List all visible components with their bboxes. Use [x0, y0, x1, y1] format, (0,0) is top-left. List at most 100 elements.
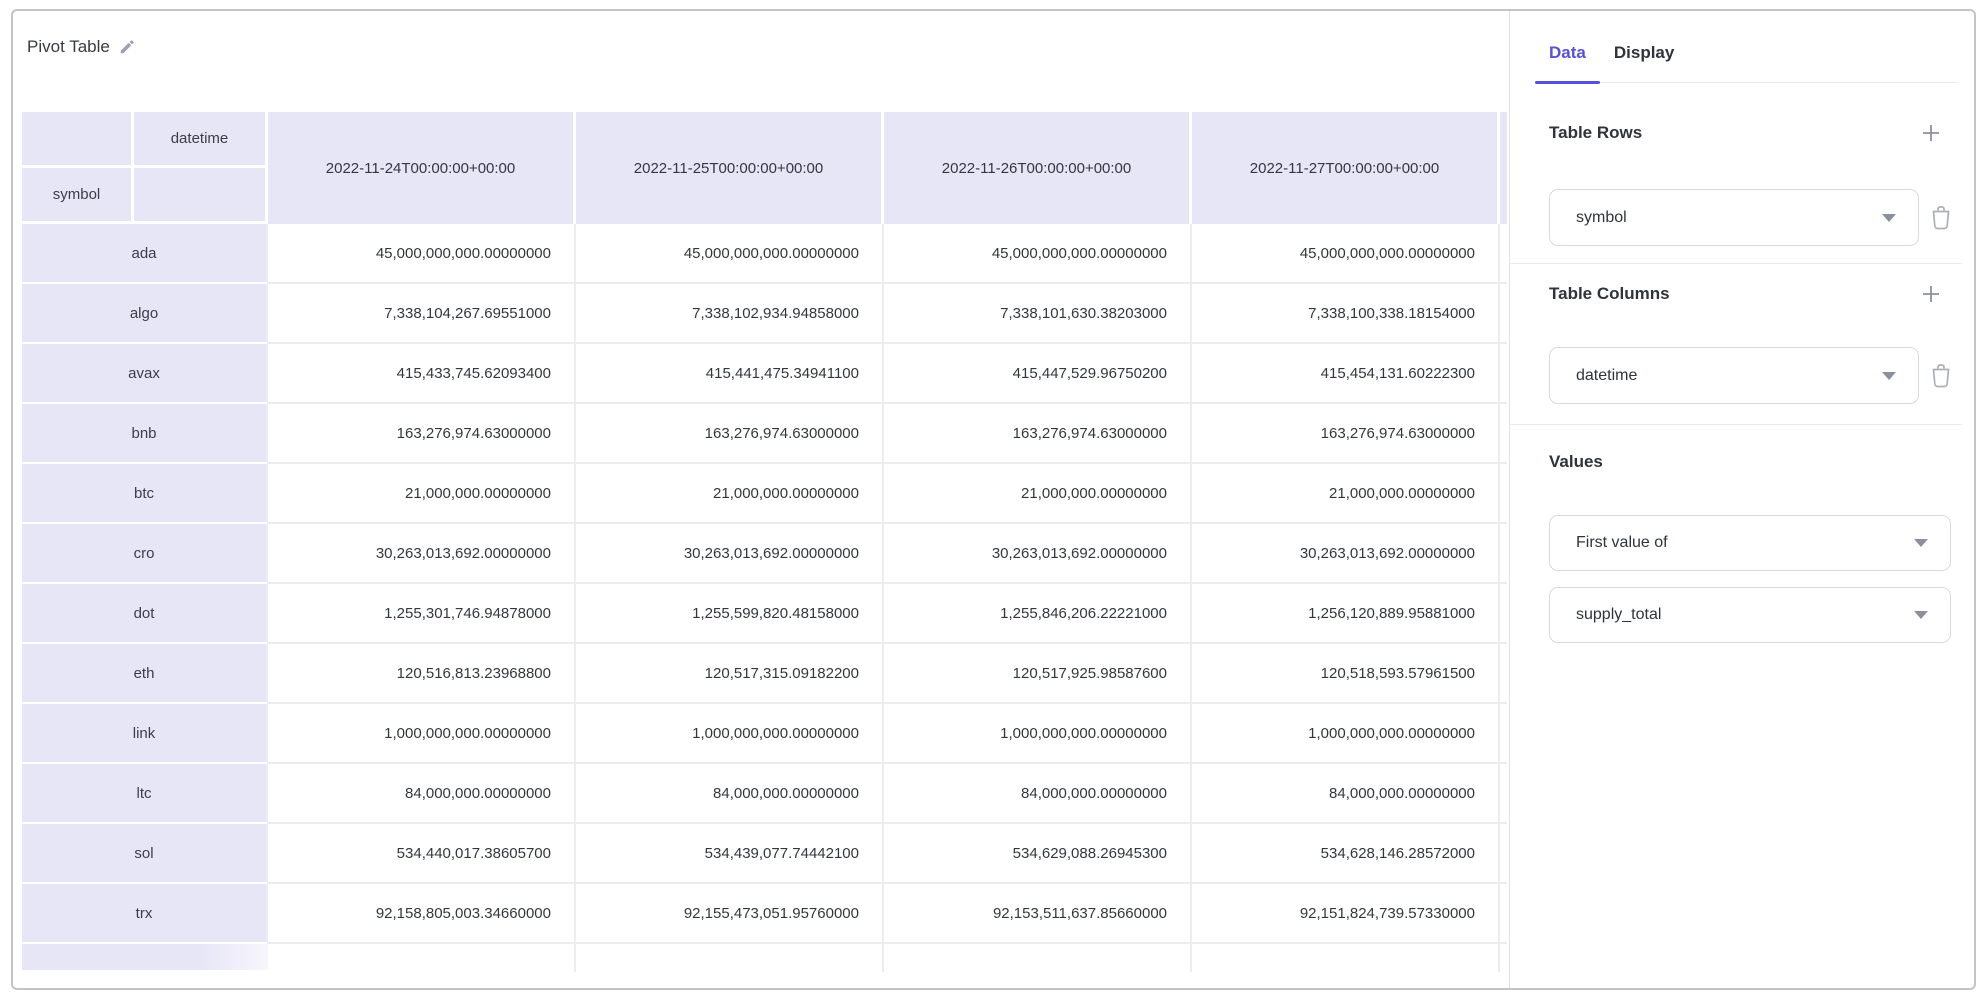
sidebar-tabs: Data Display	[1535, 23, 1958, 84]
card-title-row: Pivot Table	[27, 35, 135, 59]
chevron-down-icon	[1914, 539, 1928, 547]
pivot-cell[interactable]: 30,263,013,692.00000000	[268, 524, 576, 584]
pivot-col-header[interactable]: 2022-11-24T00:00:00+00:00	[268, 112, 576, 224]
pivot-cell[interactable]: 1,000,000,000.00000000	[268, 704, 576, 764]
pivot-cell[interactable]: 163,276,974.63000000	[576, 404, 884, 464]
pivot-row-label[interactable]: btc	[22, 464, 268, 524]
pivot-cell[interactable]: 30,263,013,692.00000000	[884, 524, 1192, 584]
pivot-cell-clipped	[884, 944, 1192, 972]
pivot-cell[interactable]: 21,000,000.00000000	[268, 464, 576, 524]
pivot-cell[interactable]: 163,276,974.63000000	[1192, 404, 1500, 464]
tab-data[interactable]: Data	[1535, 23, 1600, 84]
pivot-row-label[interactable]: sol	[22, 824, 268, 884]
pivot-cell[interactable]: 1,000,000,000.00000000	[884, 704, 1192, 764]
pivot-cell-clipped	[1500, 824, 1507, 884]
values-field-dropdown[interactable]: supply_total	[1549, 587, 1951, 643]
pivot-row-label[interactable]: link	[22, 704, 268, 764]
pivot-cell[interactable]: 1,000,000,000.00000000	[576, 704, 884, 764]
table-rows-field-label: symbol	[1576, 208, 1627, 226]
pivot-cell[interactable]: 163,276,974.63000000	[268, 404, 576, 464]
pivot-cell[interactable]: 45,000,000,000.00000000	[576, 224, 884, 284]
pivot-row-label[interactable]: algo	[22, 284, 268, 344]
chevron-down-icon	[1914, 611, 1928, 619]
pivot-cell[interactable]: 21,000,000.00000000	[576, 464, 884, 524]
pivot-row-label[interactable]: ltc	[22, 764, 268, 824]
pivot-cell[interactable]: 92,153,511,637.85660000	[884, 884, 1192, 944]
pivot-cell[interactable]: 45,000,000,000.00000000	[884, 224, 1192, 284]
pivot-col-header[interactable]: 2022-11-26T00:00:00+00:00	[884, 112, 1192, 224]
pivot-row-label[interactable]: cro	[22, 524, 268, 584]
question-card: Pivot Table datetime 2022-11-24T00:00:00+…	[11, 9, 1976, 990]
pivot-cell[interactable]: 534,439,077.74442100	[576, 824, 884, 884]
pivot-cell-clipped	[1500, 224, 1507, 284]
pivot-row-label[interactable]: trx	[22, 884, 268, 944]
pivot-corner-cell	[22, 112, 134, 168]
pivot-cell[interactable]: 92,155,473,051.95760000	[576, 884, 884, 944]
pivot-cell[interactable]: 21,000,000.00000000	[884, 464, 1192, 524]
pivot-cell[interactable]: 21,000,000.00000000	[1192, 464, 1500, 524]
pivot-cell[interactable]: 84,000,000.00000000	[884, 764, 1192, 824]
pivot-row-label[interactable]: avax	[22, 344, 268, 404]
plus-icon[interactable]	[1919, 121, 1943, 145]
section-title-table-rows: Table Rows	[1549, 123, 1643, 142]
pivot-cell[interactable]: 1,255,301,746.94878000	[268, 584, 576, 644]
table-columns-field-dropdown[interactable]: datetime	[1549, 347, 1919, 404]
pivot-cell[interactable]: 7,338,104,267.69551000	[268, 284, 576, 344]
pivot-row-label[interactable]: bnb	[22, 404, 268, 464]
plus-icon[interactable]	[1919, 282, 1943, 306]
pivot-cell[interactable]: 7,338,102,934.94858000	[576, 284, 884, 344]
pivot-cell[interactable]: 30,263,013,692.00000000	[1192, 524, 1500, 584]
pivot-cell[interactable]: 45,000,000,000.00000000	[1192, 224, 1500, 284]
pivot-cell[interactable]: 84,000,000.00000000	[1192, 764, 1500, 824]
pivot-col-header[interactable]: 2022-11-27T00:00:00+00:00	[1192, 112, 1500, 224]
pivot-cell[interactable]: 1,255,846,206.22221000	[884, 584, 1192, 644]
pivot-cell[interactable]: 1,255,599,820.48158000	[576, 584, 884, 644]
pivot-col-header-clipped	[1500, 112, 1507, 224]
pivot-cell[interactable]: 415,454,131.60222300	[1192, 344, 1500, 404]
pivot-cell-clipped	[576, 944, 884, 972]
pivot-cell[interactable]: 1,256,120,889.95881000	[1192, 584, 1500, 644]
pivot-cell[interactable]: 92,158,805,003.34660000	[268, 884, 576, 944]
pivot-cell[interactable]: 84,000,000.00000000	[268, 764, 576, 824]
values-aggregation-dropdown[interactable]: First value of	[1549, 515, 1951, 571]
trash-icon[interactable]	[1929, 205, 1953, 231]
tab-display[interactable]: Display	[1613, 42, 1675, 62]
pivot-cell[interactable]: 534,629,088.26945300	[884, 824, 1192, 884]
pivot-cell[interactable]: 120,517,925.98587600	[884, 644, 1192, 704]
pivot-cell[interactable]: 30,263,013,692.00000000	[576, 524, 884, 584]
pivot-cell[interactable]: 120,516,813.23968800	[268, 644, 576, 704]
pivot-row-label[interactable]: eth	[22, 644, 268, 704]
trash-icon[interactable]	[1929, 363, 1953, 389]
pivot-cell-clipped	[1500, 584, 1507, 644]
pivot-cell[interactable]: 120,518,593.57961500	[1192, 644, 1500, 704]
pivot-cell[interactable]: 120,517,315.09182200	[576, 644, 884, 704]
pivot-cell-clipped	[1500, 524, 1507, 584]
pivot-cell[interactable]: 7,338,100,338.18154000	[1192, 284, 1500, 344]
pivot-cell[interactable]: 92,151,824,739.57330000	[1192, 884, 1500, 944]
pivot-cell-clipped	[1500, 884, 1507, 944]
section-title-table-columns: Table Columns	[1549, 284, 1670, 303]
pivot-row-label[interactable]: ada	[22, 224, 268, 284]
chevron-down-icon	[1882, 371, 1896, 380]
pivot-cell[interactable]: 415,441,475.34941100	[576, 344, 884, 404]
pencil-icon[interactable]	[119, 39, 135, 55]
pivot-cell[interactable]: 1,000,000,000.00000000	[1192, 704, 1500, 764]
pivot-cell-clipped	[1500, 764, 1507, 824]
pivot-cell[interactable]: 534,628,146.28572000	[1192, 824, 1500, 884]
card-title[interactable]: Pivot Table	[27, 37, 110, 56]
pivot-cell[interactable]: 7,338,101,630.38203000	[884, 284, 1192, 344]
section-divider	[1510, 424, 1962, 425]
pivot-cell[interactable]: 534,440,017.38605700	[268, 824, 576, 884]
chevron-down-icon	[1882, 213, 1896, 222]
pivot-cell[interactable]: 163,276,974.63000000	[884, 404, 1192, 464]
values-field-label: supply_total	[1576, 606, 1662, 623]
pivot-cell[interactable]: 45,000,000,000.00000000	[268, 224, 576, 284]
pivot-cell[interactable]: 415,433,745.62093400	[268, 344, 576, 404]
table-rows-field-dropdown[interactable]: symbol	[1549, 189, 1919, 246]
pivot-cell[interactable]: 415,447,529.96750200	[884, 344, 1192, 404]
pivot-col-header[interactable]: 2022-11-25T00:00:00+00:00	[576, 112, 884, 224]
table-columns-field-label: datetime	[1576, 366, 1638, 384]
pivot-row-label[interactable]: dot	[22, 584, 268, 644]
pivot-corner-cell	[134, 168, 268, 224]
pivot-cell[interactable]: 84,000,000.00000000	[576, 764, 884, 824]
